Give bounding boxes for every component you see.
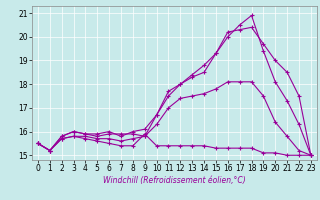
X-axis label: Windchill (Refroidissement éolien,°C): Windchill (Refroidissement éolien,°C) xyxy=(103,176,246,185)
